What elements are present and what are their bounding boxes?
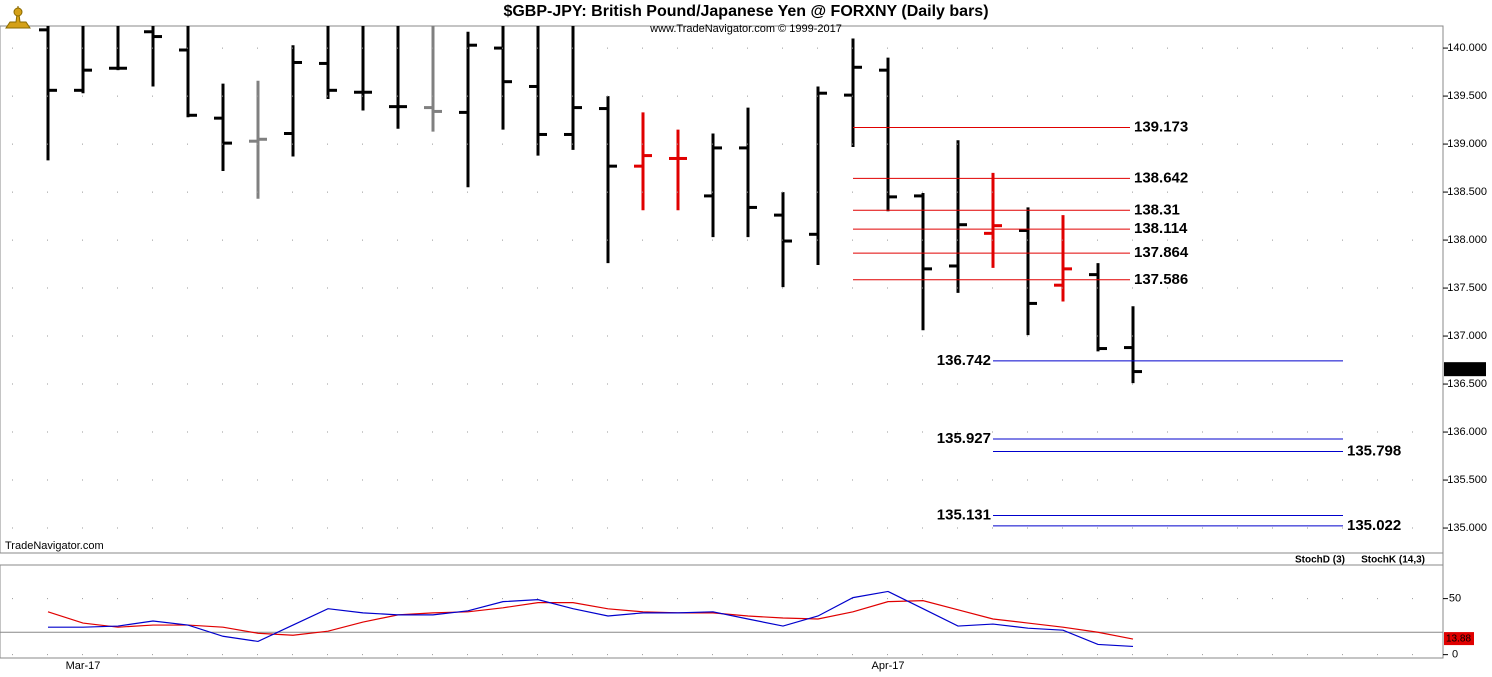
last-price-tag xyxy=(1444,362,1486,377)
y-tick-label: 138.500 xyxy=(1447,186,1487,198)
last-price-label: 136.655 xyxy=(1446,364,1483,375)
x-tick-label: Apr-17 xyxy=(871,660,904,672)
legend-label: StochD (3) xyxy=(1295,555,1345,566)
stoch-line xyxy=(47,600,1134,640)
y-tick-label: 135.500 xyxy=(1447,474,1487,486)
level-label: 135.131 xyxy=(937,506,991,523)
chart-title: $GBP-JPY: British Pound/Japanese Yen @ F… xyxy=(503,3,988,20)
level-label: 138.642 xyxy=(1134,169,1188,186)
level-label: 138.31 xyxy=(1134,201,1180,218)
stoch-panel xyxy=(0,564,1444,659)
watermark: TradeNavigator.com xyxy=(5,540,104,552)
level-label: 136.742 xyxy=(937,352,991,369)
y-tick-label: 139.000 xyxy=(1447,138,1487,150)
level-label: 135.022 xyxy=(1347,517,1401,534)
main-panel xyxy=(0,25,1444,554)
y-tick-label: 135.000 xyxy=(1447,522,1487,534)
last-value-label: 13.88 xyxy=(1446,634,1471,645)
y-tick-label: 139.500 xyxy=(1447,90,1487,102)
subtitle: www.TradeNavigator.com © 1999-2017 xyxy=(649,23,842,35)
y-tick-label: 138.000 xyxy=(1447,234,1487,246)
level-label: 137.586 xyxy=(1134,271,1188,288)
last-value-tag xyxy=(1444,632,1474,646)
y-tick-label: 137.500 xyxy=(1447,282,1487,294)
level-label: 137.864 xyxy=(1134,244,1189,261)
level-label: 135.927 xyxy=(937,430,991,447)
level-label: 139.173 xyxy=(1134,118,1188,135)
y-tick-label: 136.500 xyxy=(1447,378,1487,390)
y-tick-label: 140.000 xyxy=(1447,42,1487,54)
level-label: 138.114 xyxy=(1134,220,1188,237)
stoch-line xyxy=(48,590,1134,648)
y-tick-label: 0 xyxy=(1452,649,1458,661)
legend-label: StochK (14,3) xyxy=(1361,555,1425,566)
logo xyxy=(5,5,31,29)
y-tick-label: 136.000 xyxy=(1447,426,1487,438)
level-label: 135.798 xyxy=(1347,442,1401,459)
y-tick-label: 137.000 xyxy=(1447,330,1487,342)
x-tick-label: Mar-17 xyxy=(66,660,101,672)
y-tick-label: 50 xyxy=(1449,593,1461,605)
